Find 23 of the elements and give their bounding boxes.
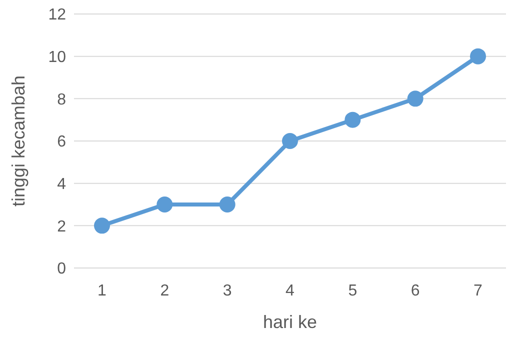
x-tick-label: 5 bbox=[348, 282, 358, 300]
x-tick-label: 6 bbox=[410, 282, 420, 300]
x-axis-title: hari ke bbox=[262, 312, 318, 332]
point bbox=[470, 48, 486, 64]
y-tick-label: 12 bbox=[48, 6, 66, 24]
y-tick-label: 4 bbox=[57, 176, 66, 194]
y-tick-label: 10 bbox=[48, 49, 66, 66]
y-tick-label: 8 bbox=[57, 91, 66, 108]
y-tick-label: 0 bbox=[57, 260, 66, 278]
point bbox=[94, 218, 110, 234]
y-axis-title: tinggi kecambah bbox=[8, 75, 28, 207]
x-tick-label: 1 bbox=[98, 282, 107, 300]
point bbox=[219, 196, 236, 212]
x-tick-label: 4 bbox=[286, 282, 295, 300]
point bbox=[156, 196, 173, 212]
point bbox=[407, 90, 424, 107]
x-tick-label: 3 bbox=[222, 282, 232, 300]
y-tick-label: 2 bbox=[57, 218, 66, 236]
point bbox=[344, 112, 361, 128]
x-tick-label: 2 bbox=[160, 282, 170, 300]
point bbox=[282, 133, 298, 149]
y-tick-label: 6 bbox=[57, 134, 66, 151]
x-tick-label: 7 bbox=[474, 282, 483, 300]
